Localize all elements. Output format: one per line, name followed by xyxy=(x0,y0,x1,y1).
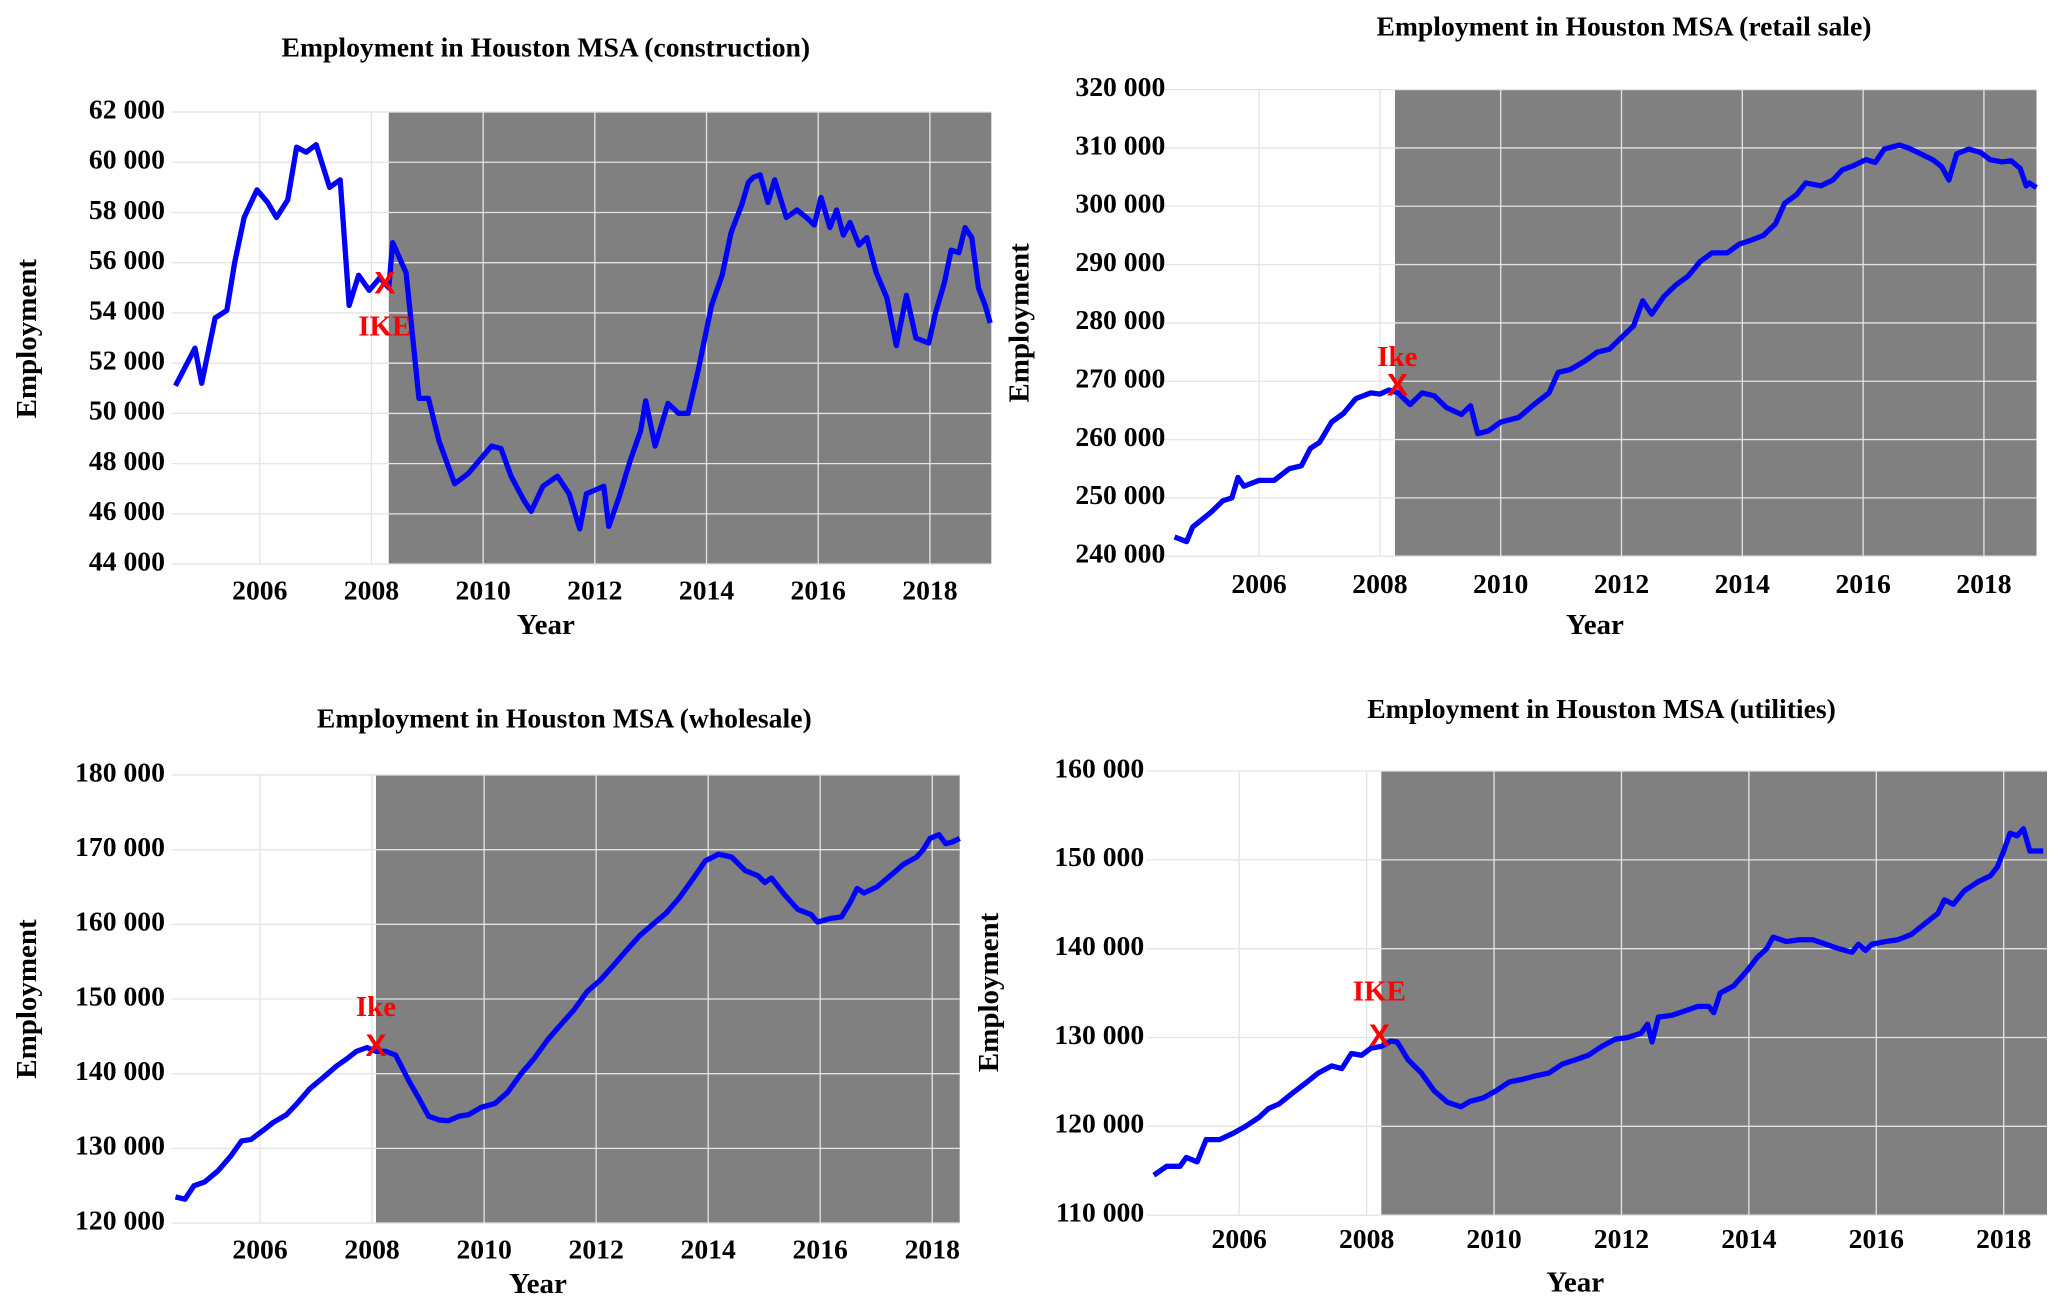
x-tick-label: 2012 xyxy=(1594,568,1649,599)
x-tick-label: 2006 xyxy=(232,574,287,605)
chart-title: Employment in Houston MSA (wholesale) xyxy=(317,702,812,733)
y-tick-label: 44 000 xyxy=(89,545,165,576)
y-axis-label: Employment xyxy=(973,912,1005,1072)
x-tick-label: 2012 xyxy=(567,574,622,605)
y-tick-label: 48 000 xyxy=(89,445,165,476)
x-tick-label: 2014 xyxy=(679,574,734,605)
x-tick-label: 2012 xyxy=(568,1233,623,1264)
x-tick-label: 2014 xyxy=(1721,1223,1776,1254)
annotation-marker: X xyxy=(374,265,395,301)
y-tick-label: 260 000 xyxy=(1075,421,1165,452)
chart-panel: 2006 2008 2010 2012 2014 2016 2018 44 000 46 000… xyxy=(11,31,993,641)
x-tick-label: 2016 xyxy=(791,574,846,605)
chart-panel: 2006 2008 2010 2012 2014 2016 2018 120 000 130 0… xyxy=(11,702,961,1300)
y-tick-label: 52 000 xyxy=(89,345,165,376)
y-tick-label: 310 000 xyxy=(1075,129,1165,160)
x-tick-label: 2016 xyxy=(1835,568,1890,599)
annotation-label: IKE xyxy=(1353,976,1406,1008)
shaded-region xyxy=(388,112,992,565)
chart-title: Employment in Houston MSA (construction) xyxy=(282,31,811,62)
y-tick-label: 120 000 xyxy=(1054,1108,1144,1139)
y-tick-label: 180 000 xyxy=(75,756,165,787)
y-tick-label: 300 000 xyxy=(1075,188,1165,219)
y-tick-label: 240 000 xyxy=(1075,538,1165,569)
data-line xyxy=(1173,142,2038,545)
x-tick-label: 2018 xyxy=(902,574,957,605)
y-tick-label: 110 000 xyxy=(1056,1197,1144,1228)
x-tick-label: 2012 xyxy=(1594,1223,1649,1254)
data-line xyxy=(174,832,961,1202)
y-tick-label: 130 000 xyxy=(1054,1019,1144,1050)
x-tick-label: 2018 xyxy=(905,1233,960,1264)
y-tick-label: 290 000 xyxy=(1075,246,1165,277)
y-tick-label: 58 000 xyxy=(89,194,165,225)
x-axis-label: Year xyxy=(517,609,575,641)
y-tick-label: 120 000 xyxy=(75,1204,165,1235)
x-tick-label: 2010 xyxy=(456,1233,511,1264)
y-tick-label: 130 000 xyxy=(75,1130,165,1161)
x-tick-label: 2006 xyxy=(1212,1223,1267,1254)
x-tick-label: 2006 xyxy=(1231,568,1286,599)
y-tick-label: 56 000 xyxy=(89,244,165,275)
y-tick-label: 170 000 xyxy=(75,831,165,862)
x-tick-label: 2010 xyxy=(1466,1223,1521,1254)
y-tick-label: 280 000 xyxy=(1075,304,1165,335)
chart-title: Employment in Houston MSA (utilities) xyxy=(1367,693,1836,724)
y-tick-label: 60 000 xyxy=(89,144,165,175)
annotation-label: IKE xyxy=(358,310,411,342)
chart-title: Employment in Houston MSA (retail sale) xyxy=(1376,10,1871,41)
x-tick-label: 2014 xyxy=(681,1233,736,1264)
y-tick-label: 270 000 xyxy=(1075,363,1165,394)
y-axis-label: Employment xyxy=(11,919,43,1079)
x-axis-label: Year xyxy=(509,1268,567,1300)
y-tick-label: 150 000 xyxy=(1054,841,1144,872)
x-tick-label: 2008 xyxy=(344,574,399,605)
x-tick-label: 2008 xyxy=(1339,1223,1394,1254)
y-tick-label: 46 000 xyxy=(89,495,165,526)
x-tick-label: 2008 xyxy=(1352,568,1407,599)
data-line xyxy=(173,142,993,532)
annotation-marker: X xyxy=(1387,366,1408,402)
y-tick-label: 160 000 xyxy=(1054,752,1144,783)
chart-panel: 2006 2008 2010 2012 2014 2016 2018 240 000 250 0… xyxy=(1003,10,2038,641)
x-tick-label: 2006 xyxy=(232,1233,287,1264)
data-line xyxy=(1152,826,2044,1178)
y-tick-label: 140 000 xyxy=(1054,930,1144,961)
x-tick-label: 2016 xyxy=(793,1233,848,1264)
x-tick-label: 2018 xyxy=(1956,568,2011,599)
y-tick-label: 150 000 xyxy=(75,980,165,1011)
x-tick-label: 2010 xyxy=(455,574,510,605)
x-tick-label: 2018 xyxy=(1976,1223,2031,1254)
y-tick-label: 140 000 xyxy=(75,1055,165,1086)
annotation-label: Ike xyxy=(1377,341,1417,373)
y-tick-label: 54 000 xyxy=(89,294,165,325)
y-tick-label: 62 000 xyxy=(89,93,165,124)
y-axis-label: Employment xyxy=(11,259,43,419)
chart-panel: 2006 2008 2010 2012 2014 2016 2018 110 000 120 0… xyxy=(973,693,2048,1299)
annotation-label: Ike xyxy=(356,991,396,1023)
y-tick-label: 50 000 xyxy=(89,395,165,426)
x-tick-label: 2008 xyxy=(344,1233,399,1264)
shaded-region xyxy=(1381,771,2048,1216)
x-tick-label: 2016 xyxy=(1849,1223,1904,1254)
annotation-marker: X xyxy=(1369,1017,1390,1053)
x-tick-label: 2014 xyxy=(1715,568,1770,599)
x-tick-label: 2010 xyxy=(1473,568,1528,599)
y-axis-label: Employment xyxy=(1003,243,1035,403)
y-tick-label: 320 000 xyxy=(1075,71,1165,102)
annotation-marker: X xyxy=(365,1027,386,1063)
x-axis-label: Year xyxy=(1566,609,1624,641)
y-tick-label: 250 000 xyxy=(1075,479,1165,510)
x-axis-label: Year xyxy=(1546,1267,1604,1299)
y-tick-label: 160 000 xyxy=(75,906,165,937)
